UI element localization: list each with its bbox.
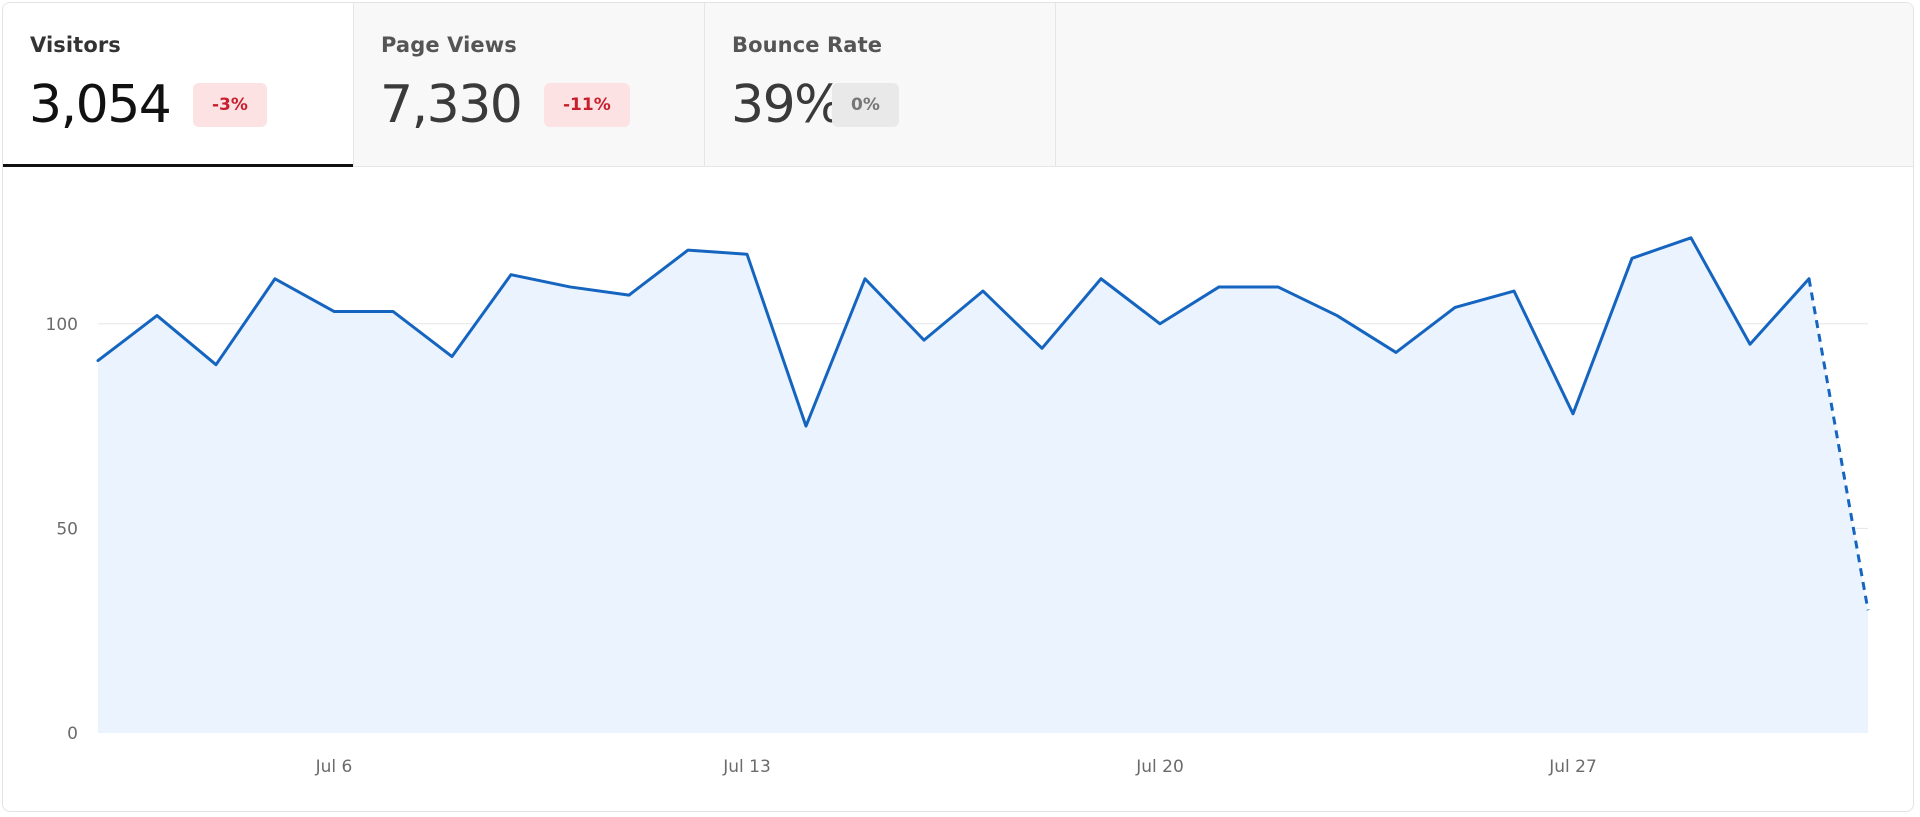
data-point-jul-11 (626, 292, 632, 298)
data-point-jul-19 (1098, 276, 1104, 282)
y-axis-ticks: 0 50 100 (46, 315, 78, 744)
tab-page-views-value: 7,330 (380, 75, 523, 135)
x-tick-label-jul-6: Jul 6 (315, 757, 353, 777)
data-point-jul-21 (1216, 284, 1222, 290)
data-point-jul-4 (213, 362, 219, 368)
data-point-jul-10 (567, 284, 573, 290)
data-point-jul-23 (1334, 313, 1340, 319)
data-point-jul-6 (331, 308, 337, 314)
x-tick-label-jul-27: Jul 27 (1548, 757, 1597, 777)
data-point-jul-13 (744, 251, 750, 257)
x-axis-ticks: Jul 6 Jul 13 Jul 20 Jul 27 (315, 757, 1597, 777)
data-point-jul-26 (1511, 288, 1517, 294)
series-line (96, 236, 1811, 428)
data-point-jul-25 (1452, 304, 1458, 310)
tab-visitors-value: 3,054 (29, 75, 172, 135)
tab-bounce-rate[interactable]: Bounce Rate 39% 0% (705, 3, 1056, 166)
metric-tabs: Visitors 3,054 -3% Page Views 7,330 -11%… (3, 3, 1913, 167)
chart-area (98, 237, 1868, 734)
tab-bounce-rate-value: 39% (731, 75, 844, 135)
data-point-aug-1 (1865, 607, 1871, 613)
tab-page-views-label: Page Views (381, 33, 517, 57)
data-point-jul-31 (1806, 276, 1812, 282)
data-point-jul-12 (685, 247, 691, 253)
data-point-jul-27 (1570, 411, 1576, 417)
data-point-jul-29 (1688, 235, 1694, 241)
data-point-jul-17 (980, 288, 986, 294)
tab-visitors-label: Visitors (30, 33, 121, 57)
visitors-chart: 0 50 100 Jul 6 Jul 13 Jul 20 Jul 27 (46, 235, 1871, 777)
data-point-jul-8 (449, 354, 455, 360)
data-point-jul-22 (1275, 284, 1281, 290)
data-point-jul-14 (803, 423, 809, 429)
y-tick-label-0: 0 (67, 724, 78, 744)
data-point-jul-5 (272, 276, 278, 282)
x-tick-label-jul-20: Jul 20 (1135, 757, 1184, 777)
tab-page-views[interactable]: Page Views 7,330 -11% (354, 3, 705, 166)
data-point-jul-3 (154, 313, 160, 319)
data-point-jul-24 (1393, 349, 1399, 355)
data-point-jul-2 (95, 358, 101, 364)
data-point-jul-9 (508, 272, 514, 278)
data-point-jul-18 (1039, 345, 1045, 351)
chart-line (96, 236, 1870, 611)
tab-visitors[interactable]: Visitors 3,054 -3% (3, 3, 354, 167)
tab-bounce-rate-label: Bounce Rate (732, 33, 883, 57)
data-point-jul-30 (1747, 341, 1753, 347)
y-tick-label-100: 100 (46, 315, 78, 335)
tab-visitors-delta-badge: -3% (193, 83, 267, 127)
data-point-jul-28 (1629, 255, 1635, 261)
y-tick-label-50: 50 (56, 519, 78, 539)
tab-bounce-rate-delta-badge: 0% (832, 83, 899, 127)
data-point-jul-20 (1157, 321, 1163, 327)
data-point-jul-15 (862, 276, 868, 282)
tab-page-views-delta-badge: -11% (544, 83, 630, 127)
x-tick-label-jul-13: Jul 13 (722, 757, 771, 777)
data-point-jul-16 (921, 337, 927, 343)
chart-area-fill (98, 237, 1868, 734)
data-point-jul-7 (390, 308, 396, 314)
series-line-partial-segment (1807, 278, 1870, 611)
